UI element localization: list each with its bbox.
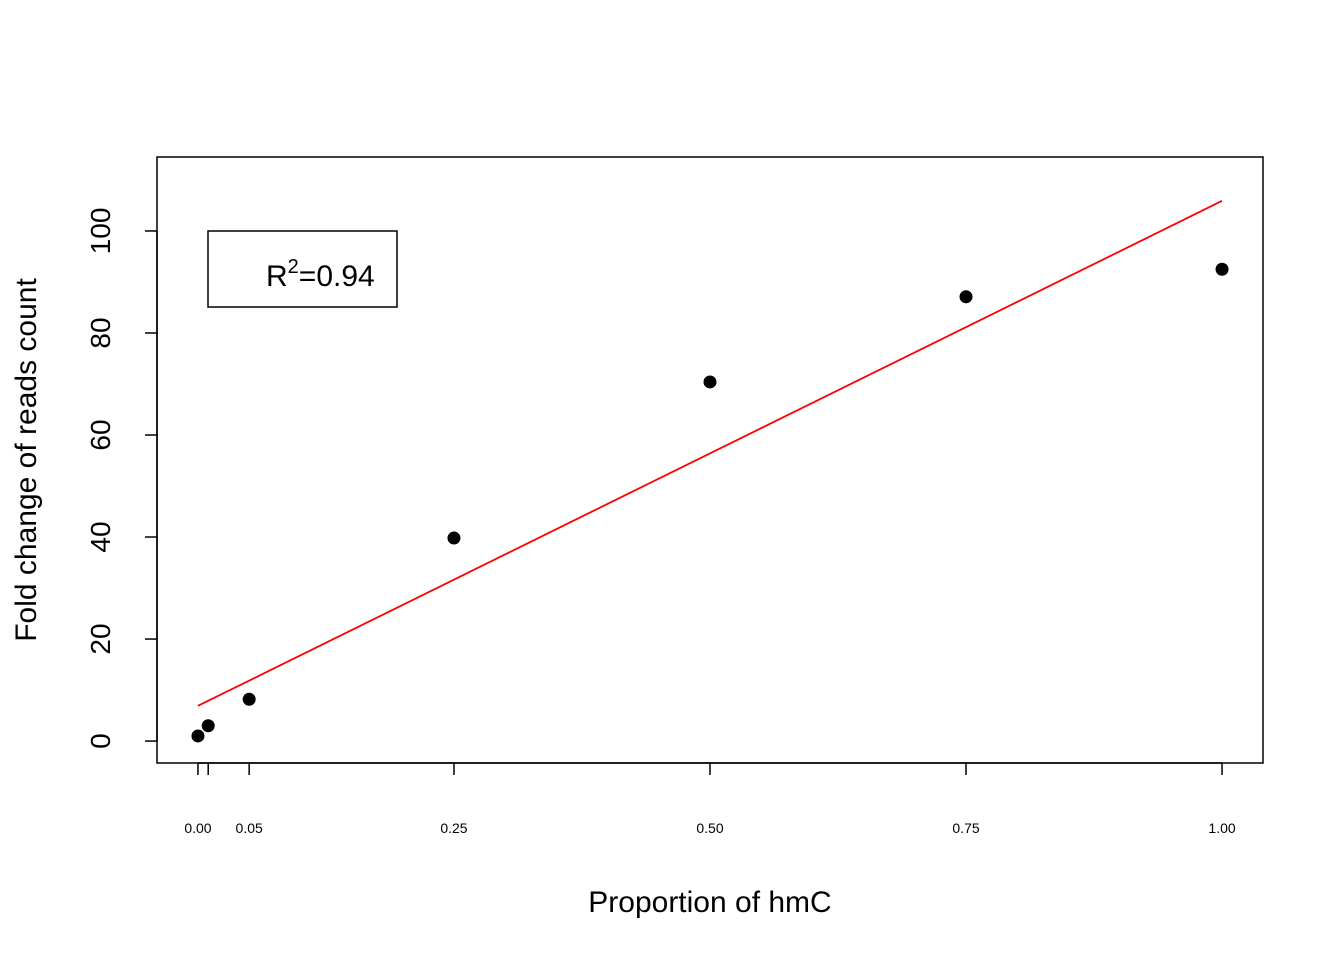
point <box>703 375 717 389</box>
y-tick-label: 20 <box>85 623 116 654</box>
point <box>242 692 256 706</box>
y-tick-label: 40 <box>85 521 116 552</box>
annotation-base: R <box>266 260 288 293</box>
point <box>447 531 461 545</box>
annotation-superscript: 2 <box>288 256 299 278</box>
y-tick-label: 100 <box>85 208 116 255</box>
point <box>1215 262 1229 276</box>
x-tick-label: 0.05 <box>236 820 263 836</box>
fit-line <box>197 200 1223 707</box>
point <box>959 290 973 304</box>
annotation: R2=0.94 <box>266 256 375 293</box>
point <box>201 719 215 733</box>
y-tick-label: 0 <box>85 733 116 749</box>
y-tick-label: 80 <box>85 317 116 348</box>
x-axis-title: Proportion of hmC <box>588 886 831 919</box>
annotation-box <box>207 230 398 308</box>
x-tick-label: 0.00 <box>184 820 211 836</box>
plot-frame <box>156 156 1264 764</box>
point <box>191 729 205 743</box>
annotation-rest: =0.94 <box>299 260 375 293</box>
x-tick-label: 0.75 <box>952 820 979 836</box>
y-axis-title: Fold change of reads count <box>10 278 43 642</box>
x-tick-label: 0.25 <box>440 820 467 836</box>
y-tick-label: 60 <box>85 419 116 450</box>
x-tick-label: 0.50 <box>696 820 723 836</box>
x-tick-label: 1.00 <box>1208 820 1235 836</box>
